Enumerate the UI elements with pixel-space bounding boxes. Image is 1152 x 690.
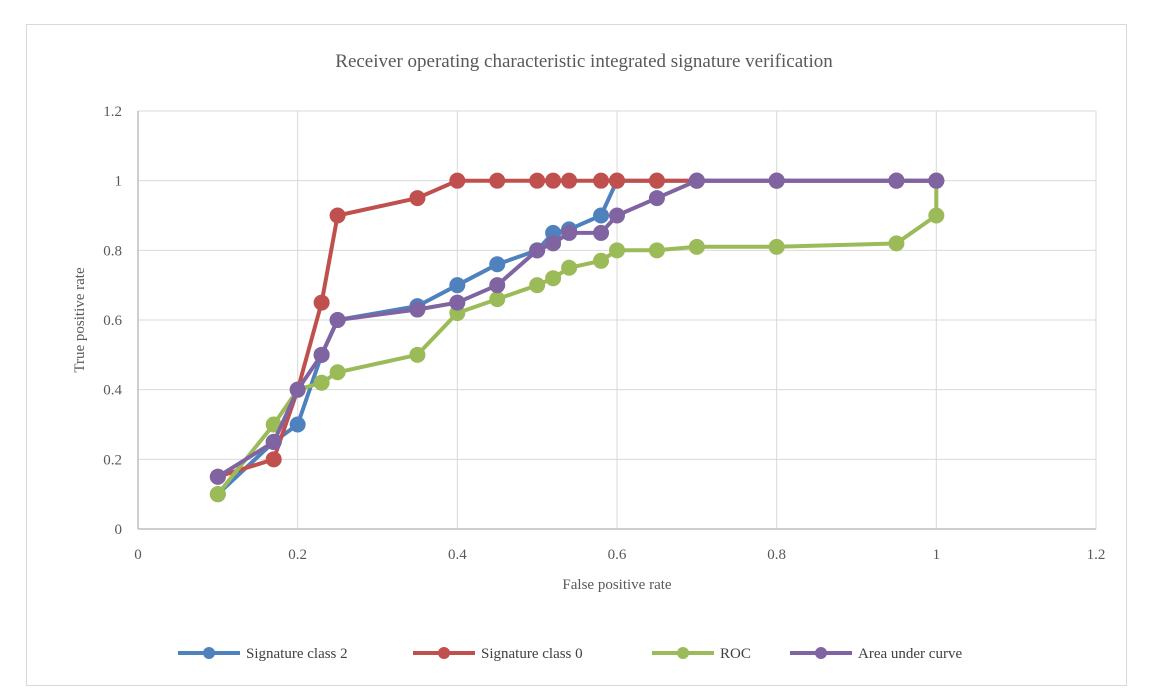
- data-point: [561, 172, 578, 189]
- data-point: [409, 346, 426, 363]
- data-point: [609, 207, 625, 224]
- data-point: [489, 291, 506, 308]
- data-point: [593, 207, 610, 224]
- data-point: [529, 172, 546, 189]
- data-point: [449, 277, 466, 294]
- data-point: [593, 252, 610, 269]
- tick-labels: 0 0.2 0.4 0.6 0.8 1 1.2 0 0.2 0.4 0.6 0.8 1 1.2: [103, 104, 1105, 563]
- data-point: [449, 294, 466, 311]
- y-tick-label: 0.4: [103, 383, 122, 399]
- data-point: [609, 172, 625, 189]
- data-point: [329, 312, 346, 328]
- data-point: [529, 242, 546, 259]
- data-point: [888, 235, 905, 252]
- data-point: [768, 238, 785, 255]
- data-point: [329, 364, 346, 381]
- legend-label: Area under curve: [858, 646, 962, 662]
- x-tick-label: 1.2: [1087, 547, 1106, 563]
- data-point: [289, 416, 306, 433]
- data-point: [593, 172, 610, 189]
- data-point: [593, 224, 610, 241]
- data-point: [928, 207, 945, 224]
- data-point: [409, 301, 426, 318]
- x-tick-label: 0.8: [767, 547, 786, 563]
- data-point: [648, 172, 665, 189]
- legend-label: ROC: [720, 646, 751, 662]
- y-tick-label: 0: [115, 522, 123, 538]
- y-tick-label: 1.2: [103, 104, 122, 120]
- data-point: [209, 486, 226, 503]
- data-point: [928, 172, 945, 189]
- chart-frame: [26, 24, 1127, 686]
- data-point: [449, 172, 466, 189]
- data-point: [545, 235, 562, 252]
- legend-item: Signature class 0: [413, 646, 583, 662]
- x-tick-label: 0.2: [288, 547, 307, 563]
- x-tick-label: 0.6: [608, 547, 627, 563]
- data-point: [209, 468, 226, 485]
- data-point: [545, 270, 562, 287]
- x-tick-label: 0: [134, 547, 142, 563]
- data-point: [648, 242, 665, 259]
- data-point: [265, 451, 282, 468]
- y-tick-label: 0.2: [103, 452, 122, 468]
- data-point: [529, 277, 546, 294]
- legend-marker: [203, 647, 215, 659]
- data-point: [489, 172, 506, 189]
- data-point: [688, 172, 705, 189]
- legend-marker: [438, 647, 450, 659]
- y-tick-label: 0.8: [103, 243, 122, 259]
- chart-title: Receiver operating characteristic integr…: [335, 51, 833, 72]
- legend-item: ROC: [652, 646, 751, 662]
- legend-item: Signature class 2: [178, 646, 348, 662]
- series-2: [209, 172, 945, 503]
- axes: [137, 111, 1096, 530]
- data-point: [648, 190, 665, 207]
- data-point: [289, 381, 306, 398]
- legend-marker: [815, 647, 827, 659]
- legend-label: Signature class 2: [246, 646, 348, 662]
- data-point: [313, 374, 330, 391]
- x-axis-label: False positive rate: [562, 577, 671, 593]
- series-group: [209, 172, 945, 503]
- data-point: [888, 172, 905, 189]
- series-1: [209, 172, 945, 485]
- x-tick-label: 0.4: [448, 547, 467, 563]
- y-tick-label: 1: [115, 174, 123, 190]
- data-point: [609, 242, 625, 259]
- data-point: [561, 224, 578, 241]
- data-point: [489, 277, 506, 294]
- y-axis-label: True positive rate: [72, 267, 88, 373]
- data-point: [313, 294, 330, 311]
- legend-marker: [677, 647, 689, 659]
- x-tick-label: 1: [933, 547, 941, 563]
- data-point: [688, 238, 705, 255]
- data-point: [313, 346, 330, 363]
- series-0: [209, 172, 945, 503]
- legend-item: Area under curve: [790, 646, 962, 662]
- data-point: [561, 259, 578, 276]
- series-line: [216, 178, 937, 496]
- data-point: [545, 172, 562, 189]
- data-point: [409, 190, 426, 207]
- data-point: [265, 433, 282, 450]
- y-tick-label: 0.6: [103, 313, 122, 329]
- series-3: [209, 172, 945, 485]
- legend: Signature class 2 Signature class 0 ROC Are…: [178, 646, 962, 662]
- data-point: [489, 256, 506, 273]
- data-point: [329, 207, 346, 224]
- legend-label: Signature class 0: [481, 646, 583, 662]
- data-point: [768, 172, 785, 189]
